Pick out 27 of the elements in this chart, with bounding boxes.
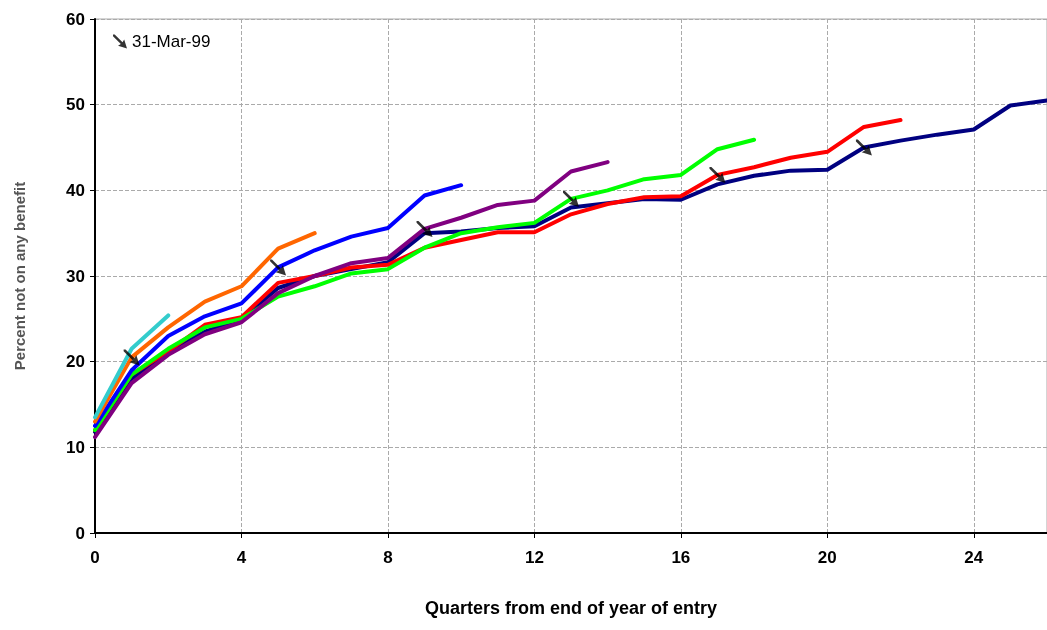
point [563, 190, 579, 207]
y-tick-label: 50 [66, 95, 85, 115]
legend-label: 31-Mar-99 [132, 32, 211, 51]
x-tick-label: 24 [964, 548, 984, 567]
point [416, 220, 433, 237]
x-axis-title: Quarters from end of year of entry [424, 598, 718, 618]
y-tick-label: 60 [66, 9, 85, 29]
line-series [93, 137, 757, 433]
line-series [93, 183, 464, 428]
y-tick-label: 20 [66, 352, 85, 372]
x-tick-label: 0 [90, 548, 100, 567]
point [709, 166, 726, 183]
y-tick-label: 30 [66, 266, 85, 286]
x-tick-label: 4 [236, 548, 247, 567]
x-tick-label: 12 [524, 548, 544, 567]
point [855, 139, 872, 156]
point [123, 349, 140, 366]
x-tick-label: 20 [817, 548, 837, 567]
line-series [93, 160, 610, 440]
x-tick-label: 16 [671, 548, 691, 567]
x-tick-label: 8 [383, 548, 393, 567]
line-series [93, 231, 317, 424]
y-tick-label: 10 [66, 437, 85, 457]
point [270, 259, 287, 276]
y-tick-label: 0 [75, 523, 85, 543]
y-tick-label: 40 [66, 180, 85, 200]
y-axis-title: Percent not on any benefit [11, 181, 28, 371]
